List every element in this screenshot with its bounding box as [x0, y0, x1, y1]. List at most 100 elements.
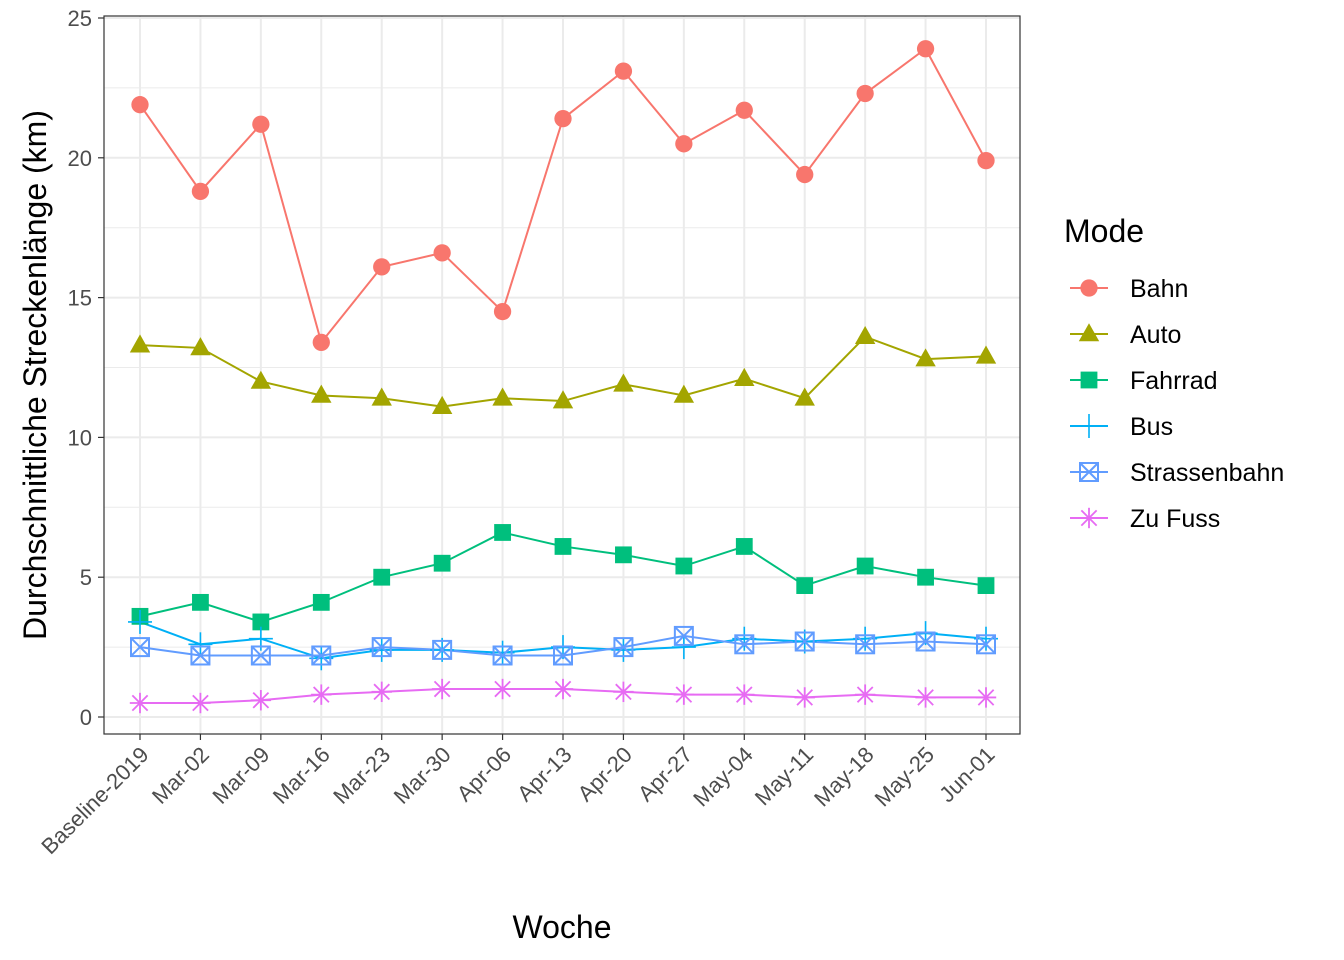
- legend-key-marker: [1080, 371, 1098, 389]
- series-markers-fahrrad: [131, 524, 995, 631]
- data-point: [613, 373, 634, 392]
- x-tick-label: Apr-20: [573, 742, 637, 806]
- data-point: [554, 110, 572, 128]
- y-axis-title: Durchschnittliche Streckenlänge (km): [17, 110, 53, 640]
- x-tick-label: Baseline-2019: [36, 742, 153, 859]
- data-point: [794, 387, 815, 406]
- x-tick-label: Mar-02: [147, 742, 214, 809]
- data-point: [975, 345, 997, 364]
- data-point: [856, 557, 874, 575]
- data-point: [493, 302, 512, 321]
- data-point: [128, 609, 152, 634]
- data-point: [371, 637, 392, 658]
- data-point: [371, 681, 392, 703]
- series-markers-bahn: [131, 40, 995, 351]
- legend-key-marker: [1079, 462, 1099, 482]
- legend: Mode Bahn Auto Fahrrad Bus Strassenbahn Zu Fu…: [1064, 213, 1284, 533]
- data-point: [856, 84, 874, 103]
- data-point: [492, 645, 513, 666]
- data-point: [190, 645, 211, 666]
- data-point: [373, 258, 391, 276]
- data-point: [796, 577, 814, 594]
- data-point: [131, 96, 149, 114]
- x-tick-label: May-18: [809, 742, 879, 812]
- data-point: [976, 634, 996, 655]
- legend-key-marker: [1078, 323, 1100, 342]
- data-point: [915, 687, 936, 708]
- data-point: [975, 687, 997, 708]
- legend-item: Zu Fuss: [1070, 505, 1220, 533]
- data-point: [675, 557, 693, 575]
- data-point: [129, 334, 151, 353]
- data-point: [977, 151, 995, 170]
- data-point: [433, 554, 451, 572]
- data-point: [917, 568, 934, 586]
- data-point: [794, 631, 815, 652]
- legend-items: Bahn Auto Fahrrad Bus Strassenbahn Zu Fuss: [1070, 275, 1284, 533]
- x-tick-label: Jun-01: [934, 742, 999, 807]
- legend-item: Auto: [1070, 321, 1181, 349]
- data-point: [312, 333, 330, 351]
- data-point: [250, 370, 272, 389]
- data-point: [130, 637, 150, 658]
- x-axis-title: Woche: [512, 909, 611, 945]
- data-point: [734, 634, 755, 655]
- data-point: [373, 568, 391, 586]
- legend-item: Bus: [1070, 413, 1173, 441]
- data-point: [675, 135, 693, 153]
- data-point: [494, 524, 511, 541]
- data-point: [553, 645, 573, 666]
- legend-item: Bahn: [1070, 275, 1188, 303]
- data-point: [735, 538, 753, 555]
- data-point: [312, 593, 330, 611]
- data-point: [735, 101, 753, 119]
- x-tick-label: Mar-16: [268, 742, 335, 809]
- legend-item: Strassenbahn: [1070, 459, 1284, 487]
- data-point: [613, 637, 634, 658]
- data-point: [794, 687, 815, 708]
- data-point: [673, 684, 695, 705]
- series-markers-strassenbahn: [130, 625, 996, 666]
- x-tick-label: Apr-27: [633, 742, 697, 806]
- x-axis: Baseline-2019Mar-02Mar-09Mar-16Mar-23Mar…: [36, 734, 1000, 859]
- x-tick-label: May-04: [688, 742, 758, 812]
- x-tick-label: Mar-23: [328, 742, 395, 809]
- legend-label: Bahn: [1130, 275, 1188, 303]
- x-tick-label: Mar-30: [389, 742, 456, 809]
- data-point: [311, 645, 332, 666]
- data-point: [552, 678, 574, 700]
- legend-key-marker: [1077, 414, 1101, 438]
- data-point: [552, 390, 574, 409]
- legend-label: Bus: [1130, 413, 1173, 441]
- data-point: [371, 387, 392, 406]
- data-point: [915, 348, 936, 367]
- data-point: [614, 62, 633, 80]
- data-point: [431, 678, 453, 700]
- data-point: [673, 384, 695, 403]
- data-point: [311, 684, 332, 705]
- x-tick-label: May-25: [870, 742, 940, 812]
- data-point: [854, 684, 876, 705]
- data-point: [734, 367, 755, 386]
- y-tick-label: 25: [68, 6, 92, 31]
- panel-border: [103, 15, 1021, 735]
- legend-title: Mode: [1064, 213, 1144, 249]
- data-point: [492, 678, 513, 700]
- data-point: [190, 692, 211, 714]
- data-point: [671, 635, 696, 660]
- legend-key-marker: [1080, 279, 1098, 297]
- series-markers: [128, 40, 998, 714]
- y-axis: 0 5 10 15 20 25: [68, 6, 104, 730]
- data-point: [673, 625, 694, 646]
- data-point: [311, 384, 332, 403]
- data-point: [916, 40, 935, 58]
- data-point: [190, 337, 211, 356]
- legend-label: Zu Fuss: [1130, 505, 1220, 533]
- data-point: [855, 634, 876, 655]
- data-point: [915, 631, 936, 652]
- data-point: [432, 639, 453, 660]
- data-point: [192, 593, 209, 611]
- legend-item: Fahrrad: [1070, 367, 1218, 395]
- data-point: [615, 546, 632, 564]
